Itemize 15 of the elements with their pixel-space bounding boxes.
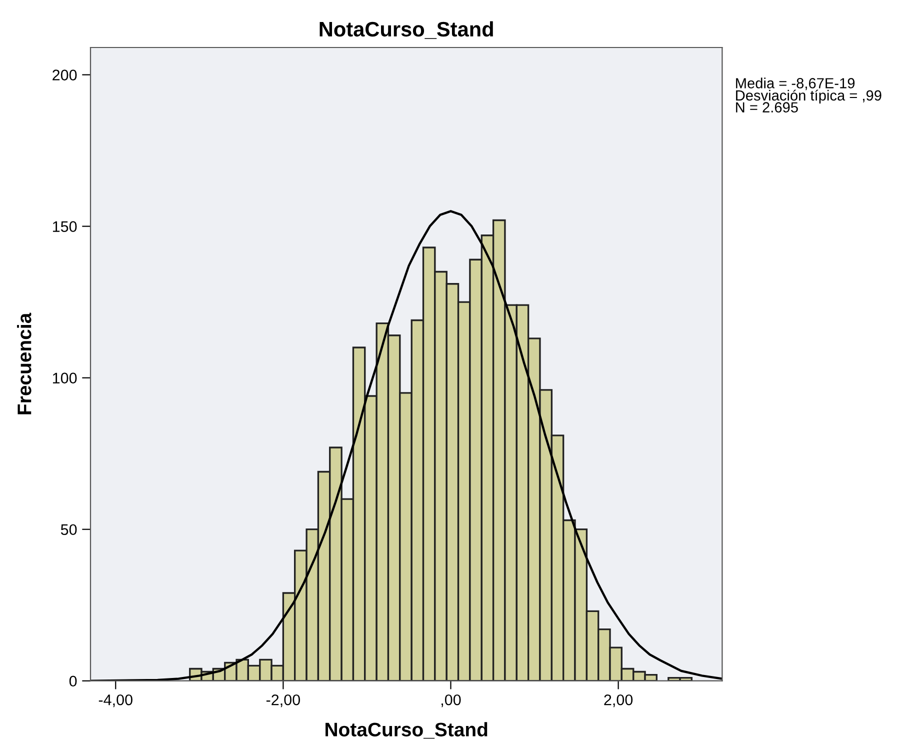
x-tick-label: 2,00 xyxy=(604,694,633,708)
y-tick-label: 0 xyxy=(69,676,77,687)
x-tick-label: -2,00 xyxy=(266,694,300,708)
text: Media = -8,67E-19 xyxy=(736,78,855,90)
y-axis-title: Frecuencia xyxy=(17,312,32,414)
y-tick-label: 50 xyxy=(60,524,77,536)
y-tick-label: 150 xyxy=(52,221,77,232)
y-tick-label: 200 xyxy=(52,70,77,80)
x-axis-title: NotaCurso_Stand xyxy=(326,722,488,739)
y-tick-label: 100 xyxy=(52,372,77,384)
text: Desviación típica = ,99 xyxy=(736,90,882,104)
x-tick-label: -4,00 xyxy=(98,694,132,708)
text: N = 2.695 xyxy=(736,102,798,112)
chart-title: NotaCurso_Stand xyxy=(320,21,493,39)
x-tick-label: ,00 xyxy=(442,694,461,708)
